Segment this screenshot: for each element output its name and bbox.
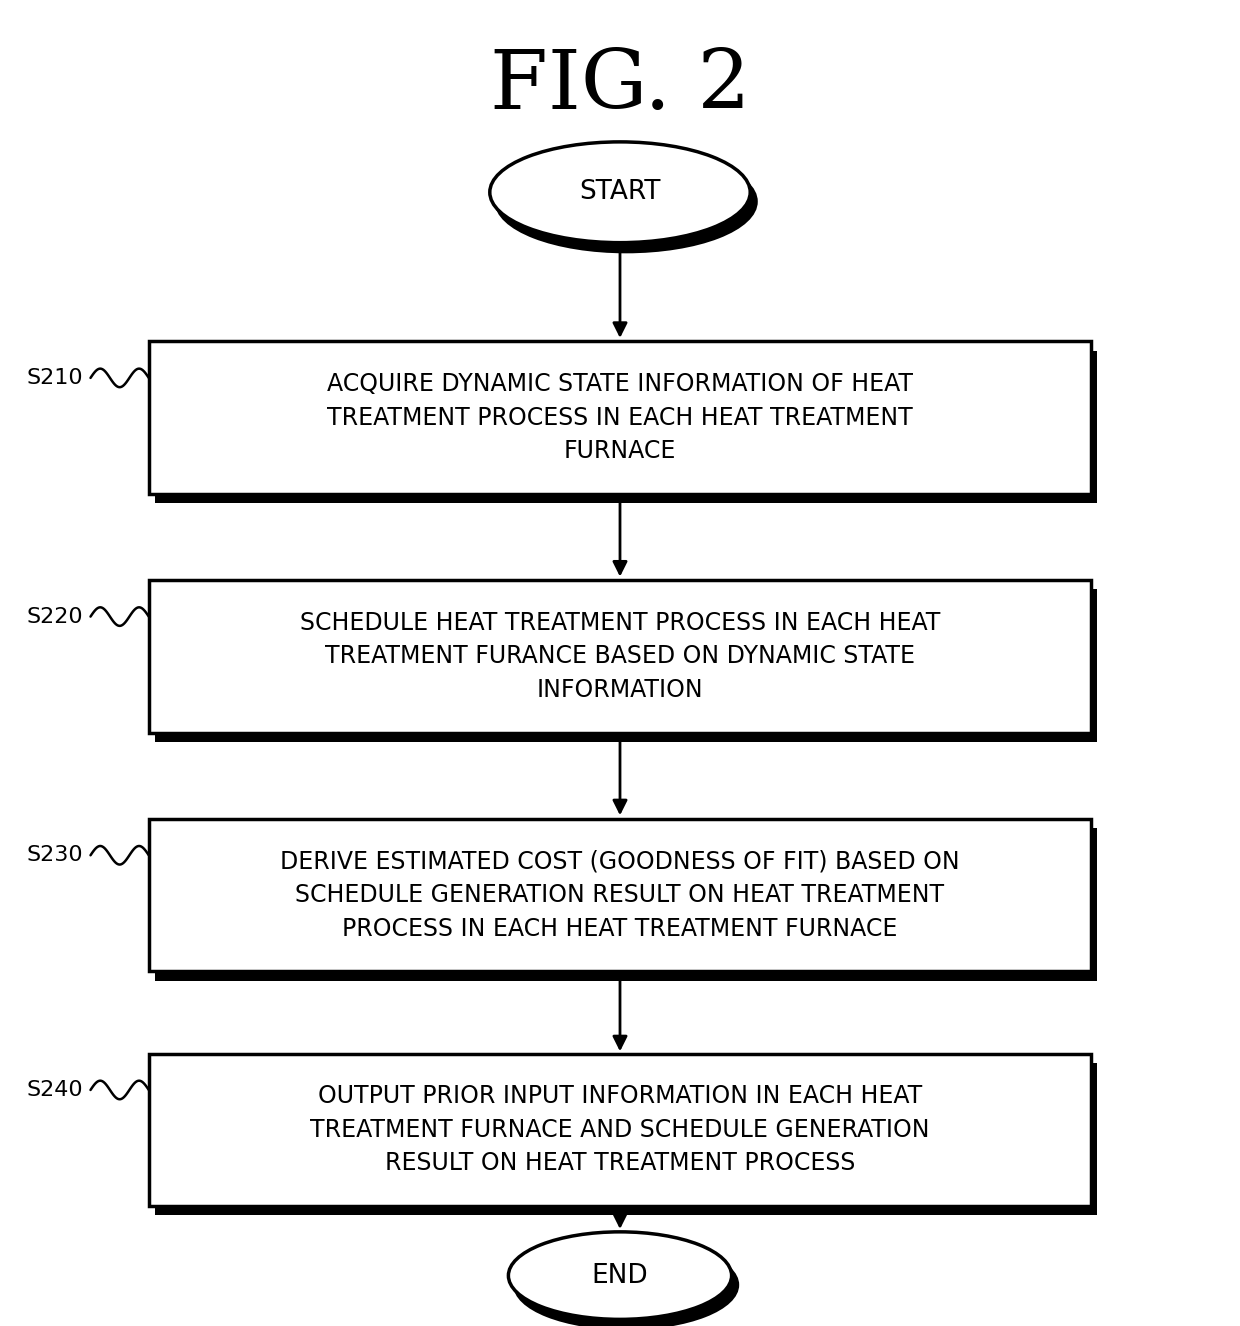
- Text: S220: S220: [26, 606, 83, 627]
- Text: START: START: [579, 179, 661, 206]
- Text: END: END: [591, 1262, 649, 1289]
- Text: S240: S240: [26, 1079, 83, 1101]
- Ellipse shape: [490, 142, 750, 243]
- Ellipse shape: [508, 1232, 732, 1319]
- Bar: [149, 819, 1091, 971]
- Text: S210: S210: [26, 367, 83, 389]
- Bar: [155, 827, 1097, 981]
- Bar: [149, 342, 1091, 495]
- Bar: [155, 351, 1097, 504]
- Bar: [155, 590, 1097, 743]
- Text: ACQUIRE DYNAMIC STATE INFORMATION OF HEAT
TREATMENT PROCESS IN EACH HEAT TREATME: ACQUIRE DYNAMIC STATE INFORMATION OF HEA…: [327, 373, 913, 463]
- Ellipse shape: [515, 1241, 738, 1326]
- Bar: [149, 581, 1091, 732]
- Bar: [155, 1063, 1097, 1215]
- Text: OUTPUT PRIOR INPUT INFORMATION IN EACH HEAT
TREATMENT FURNACE AND SCHEDULE GENER: OUTPUT PRIOR INPUT INFORMATION IN EACH H…: [310, 1085, 930, 1175]
- Ellipse shape: [496, 151, 756, 252]
- Text: DERIVE ESTIMATED COST (GOODNESS OF FIT) BASED ON
SCHEDULE GENERATION RESULT ON H: DERIVE ESTIMATED COST (GOODNESS OF FIT) …: [280, 850, 960, 940]
- Bar: [149, 1053, 1091, 1207]
- Text: S230: S230: [26, 845, 83, 866]
- Text: SCHEDULE HEAT TREATMENT PROCESS IN EACH HEAT
TREATMENT FURANCE BASED ON DYNAMIC : SCHEDULE HEAT TREATMENT PROCESS IN EACH …: [300, 611, 940, 701]
- Text: FIG. 2: FIG. 2: [490, 46, 750, 126]
